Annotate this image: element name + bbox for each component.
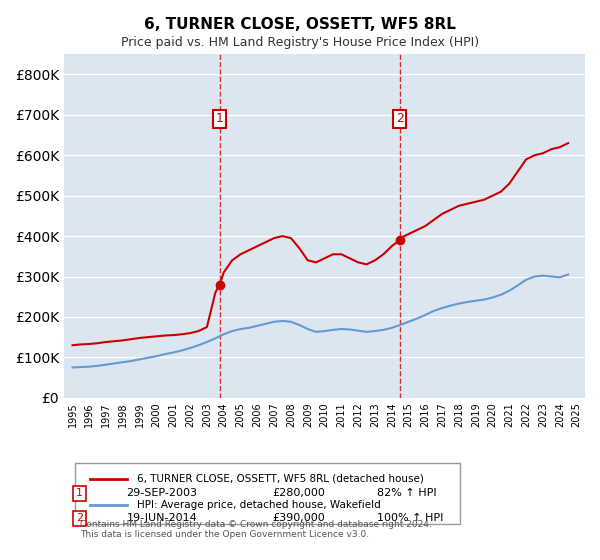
Text: 2: 2 (76, 514, 83, 524)
Text: £280,000: £280,000 (272, 488, 325, 498)
FancyBboxPatch shape (74, 463, 460, 524)
Text: 29-SEP-2003: 29-SEP-2003 (127, 488, 197, 498)
Text: 19-JUN-2014: 19-JUN-2014 (127, 514, 197, 524)
Text: £390,000: £390,000 (272, 514, 325, 524)
Text: 6, TURNER CLOSE, OSSETT, WF5 8RL (detached house): 6, TURNER CLOSE, OSSETT, WF5 8RL (detach… (137, 474, 424, 484)
Text: 1: 1 (76, 488, 83, 498)
Text: 6, TURNER CLOSE, OSSETT, WF5 8RL: 6, TURNER CLOSE, OSSETT, WF5 8RL (144, 17, 456, 32)
Text: HPI: Average price, detached house, Wakefield: HPI: Average price, detached house, Wake… (137, 500, 381, 510)
Text: 2: 2 (396, 113, 404, 125)
Text: 1: 1 (215, 113, 223, 125)
Text: Contains HM Land Registry data © Crown copyright and database right 2024.
This d: Contains HM Land Registry data © Crown c… (80, 520, 431, 539)
Text: Price paid vs. HM Land Registry's House Price Index (HPI): Price paid vs. HM Land Registry's House … (121, 36, 479, 49)
Text: 100% ↑ HPI: 100% ↑ HPI (377, 514, 443, 524)
Text: 82% ↑ HPI: 82% ↑ HPI (377, 488, 436, 498)
